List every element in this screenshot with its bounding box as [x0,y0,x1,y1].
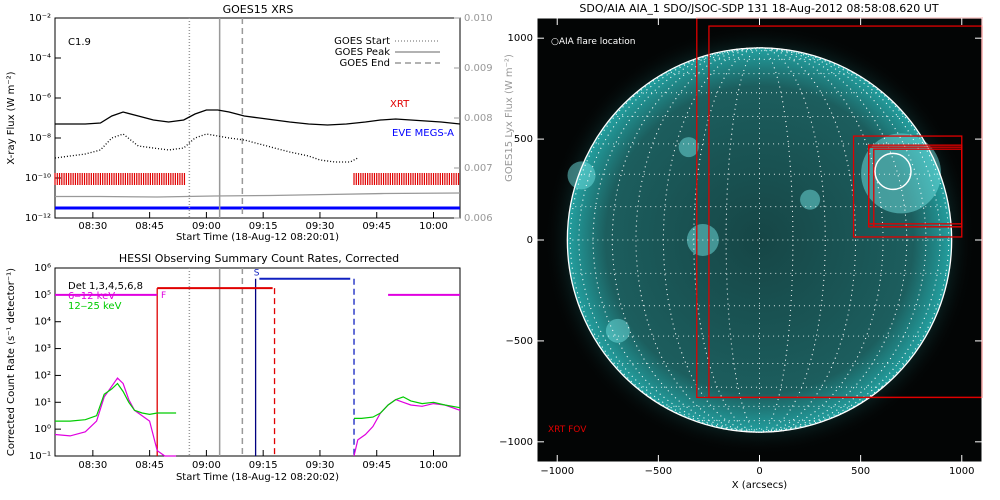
hessi-x-tick-label: 09:00 [192,460,221,471]
aia-bright-region [678,137,699,158]
hessi-y-tick-label: 10¹ [34,397,51,408]
goes-legend-label: GOES Peak [335,47,390,58]
goes-x-tick-label: 09:00 [192,221,221,232]
hessi-x-tick-label: 09:30 [306,460,335,471]
hessi-x-tick-label: 09:15 [249,460,278,471]
goes-xrs-panel: GOES15 XRS 08:30 08:45 09:00 09:15 09:30 09:4… [6,3,515,243]
goes-x-tick-label: 09:30 [306,221,335,232]
aia-x-axis-label: X (arcsecs) [732,480,788,491]
goes-legend-label: GOES Start [334,36,390,47]
goes-title: GOES15 XRS [223,3,294,16]
aia-x-tick-label: 1000 [949,466,974,477]
goes-x-tick-label: 08:45 [135,221,164,232]
aia-x-tick-label: −500 [645,466,672,477]
aia-panel: SDO/AIA AIA_1 SDO/JSOC-SDP 131 18-Aug-20… [499,2,983,491]
aia-grid-longitude [611,47,908,433]
aia-y-tick-label: −1000 [499,437,533,448]
goes-y2-tick-label: 0.007 [464,163,493,174]
aia-title: SDO/AIA AIA_1 SDO/JSOC-SDP 131 18-Aug-20… [579,2,938,15]
hessi-flag-f: F [161,291,166,301]
aia-y-tick-label: 1000 [508,33,533,44]
aia-grid-longitude [569,47,950,433]
goes-y-tick-label: 10⁻⁴ [29,53,51,64]
hessi-panel: HESSI Observing Summary Count Rates, Cor… [6,252,461,483]
goes-y-tick-label: 10⁻⁸ [29,133,51,144]
goes-series-short [54,133,359,163]
aia-grid-longitude [725,47,794,433]
aia-grid-longitude [662,47,857,433]
hessi-series-3 [354,396,461,419]
aia-flare-circle [874,152,912,191]
aia-bright-region [605,318,630,343]
hessi-x-tick-label: 08:45 [135,460,164,471]
goes-xrt-interval [54,173,186,185]
goes-x-tick-label: 09:45 [362,221,391,232]
goes-y2-tick-label: 0.009 [464,63,493,74]
goes-y-tick-label: 10⁻² [29,13,51,24]
aia-bright-region [800,189,821,210]
aia-y-tick-label: 500 [514,134,533,145]
aia-limb-circle [566,47,953,433]
hessi-y-tick-label: 10⁰ [34,424,51,435]
goes-x-tick-label: 08:30 [78,221,107,232]
aia-x-tick-label: 0 [756,466,762,477]
hessi-y-tick-label: 10⁶ [34,263,51,274]
hessi-title: HESSI Observing Summary Count Rates, Cor… [119,252,399,265]
aia-xrt-fov-box [868,146,963,225]
aia-x-tick-label: −1000 [540,466,574,477]
hessi-flag-s: S [254,269,260,279]
hessi-series-0 [54,377,177,457]
hessi-plot-frame [54,267,461,457]
hessi-y-axis-label: Corrected Count Rate (s⁻¹ detector⁻¹) [6,268,17,456]
hessi-x-tick-label: 10:00 [419,460,448,471]
goes-x-tick-label: 10:00 [419,221,448,232]
goes-series-long [55,109,461,126]
goes-y-tick-label: 10⁻¹² [25,213,51,224]
hessi-y-tick-label: 10³ [34,344,51,355]
goes-y2-tick-label: 0.006 [464,213,493,224]
goes-x-tick-label: 09:15 [249,221,278,232]
goes-flare-class-label: C1.9 [68,37,91,48]
hessi-x-axis-label: Start Time (18-Aug-12 08:20:02) [176,472,339,483]
hessi-y-tick-label: 10⁴ [34,317,51,328]
hessi-legend-label: Det 1,3,4,5,6,8 [68,281,143,292]
hessi-legend-label: 12‒25 keV [68,301,122,312]
aia-y-tick-label: 0 [527,235,533,246]
hessi-y-tick-label: 10⁵ [34,290,51,301]
hessi-series-2 [353,398,461,457]
goes-xrt-label: XRT [390,99,410,110]
goes-legend-label: GOES End [340,58,390,69]
goes-y2-tick-label: 0.010 [464,13,493,24]
aia-x-tick-label: 500 [851,466,870,477]
goes-xrt-interval [353,173,460,185]
hessi-series-1 [55,382,177,422]
hessi-y-tick-label: 10² [34,370,51,381]
goes-y2-axis-label: GOES15 Lyx Flux (W m⁻²) [504,54,515,182]
aia-grid-longitude [578,47,941,433]
hessi-x-tick-label: 08:30 [78,460,107,471]
goes-eve-label: EVE MEGS-A [392,128,454,139]
aia-grid-longitude [693,47,826,433]
hessi-x-tick-label: 09:45 [362,460,391,471]
aia-bright-region [567,161,596,190]
aia-xrt-fov-label: XRT FOV [548,425,587,435]
goes-y-axis-label: X-ray Flux (W m⁻²) [6,71,17,164]
aia-flare-legend: ○AIA flare location [551,37,635,47]
aia-y-tick-label: −500 [506,336,533,347]
hessi-legend-label: 6‒12 keV [68,291,115,302]
goes-y-tick-label: 10⁻¹⁰ [25,173,51,184]
goes-series-lyman [55,192,461,198]
goes-x-axis-label: Start Time (18-Aug-12 08:20:01) [176,232,339,243]
goes-y-tick-label: 10⁻⁶ [29,93,51,104]
goes-y2-tick-label: 0.008 [464,113,493,124]
aia-solar-disk [567,47,952,433]
hessi-y-tick-label: 10⁻¹ [29,451,51,462]
